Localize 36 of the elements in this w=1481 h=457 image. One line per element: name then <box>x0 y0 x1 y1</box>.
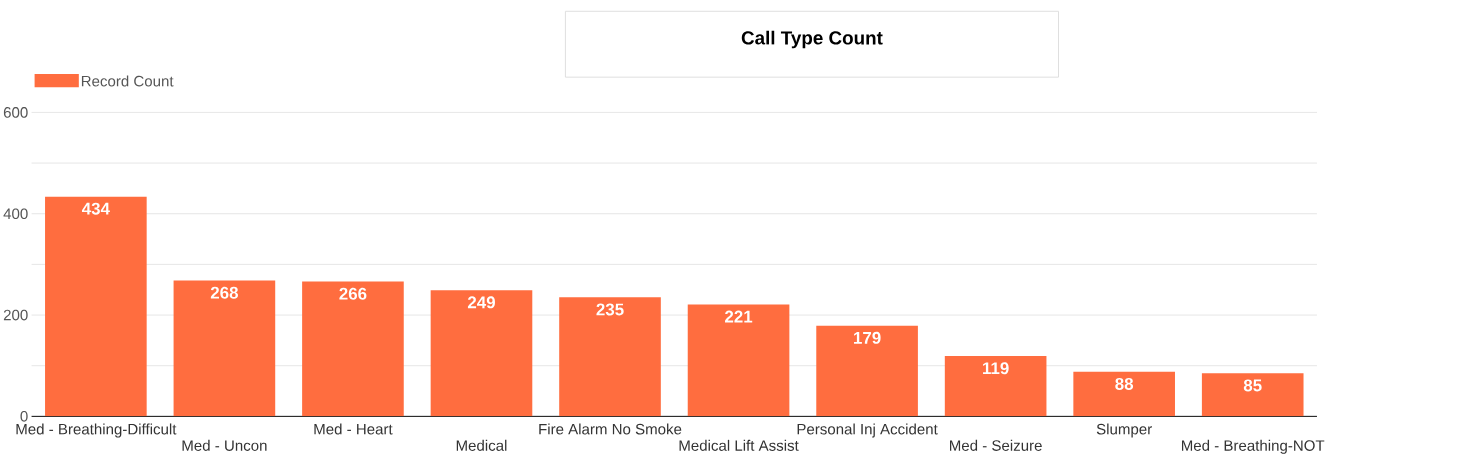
y-tick-label: 600 <box>3 107 28 118</box>
bar <box>45 196 147 417</box>
bar <box>559 297 661 417</box>
y-tick-label: 400 <box>3 208 28 220</box>
x-tick-label: Med - Breathing-NOT <box>1181 439 1325 454</box>
x-tick-label: Slumper <box>1096 423 1152 438</box>
data-label: 179 <box>854 331 881 344</box>
bar <box>1201 373 1304 417</box>
data-label: 268 <box>210 286 238 299</box>
legend-label: Record Count <box>81 75 174 87</box>
chart-title: Call Type Count <box>741 30 883 49</box>
y-tick-label: 200 <box>3 309 28 321</box>
data-label: 266 <box>339 287 367 300</box>
data-label: 221 <box>725 310 753 323</box>
bar <box>430 290 533 417</box>
bar <box>944 356 1047 417</box>
data-label: 85 <box>1243 379 1262 392</box>
data-label: 119 <box>983 362 1009 375</box>
x-tick-label: Fire Alarm No Smoke <box>539 423 682 435</box>
bar <box>1073 371 1175 417</box>
x-tick-label: Medical <box>456 439 507 451</box>
data-label: 88 <box>1115 377 1134 390</box>
x-tick-label: Med - Heart <box>314 423 393 435</box>
x-tick-label: Med - Breathing-Difficult <box>16 423 177 438</box>
bar <box>816 325 918 417</box>
x-tick-label: Medical Lift Assist <box>679 439 799 451</box>
bar <box>302 281 404 417</box>
data-label: 249 <box>467 296 495 309</box>
bar <box>173 280 276 417</box>
x-tick-label: Med - Uncon <box>182 439 267 451</box>
data-label: 434 <box>81 202 110 215</box>
x-tick-label: Personal Inj Accident <box>797 423 938 438</box>
y-tick-label: 0 <box>20 411 28 422</box>
data-label: 235 <box>596 303 624 316</box>
x-tick-label: Med - Seizure <box>950 439 1042 451</box>
bar <box>687 304 790 417</box>
